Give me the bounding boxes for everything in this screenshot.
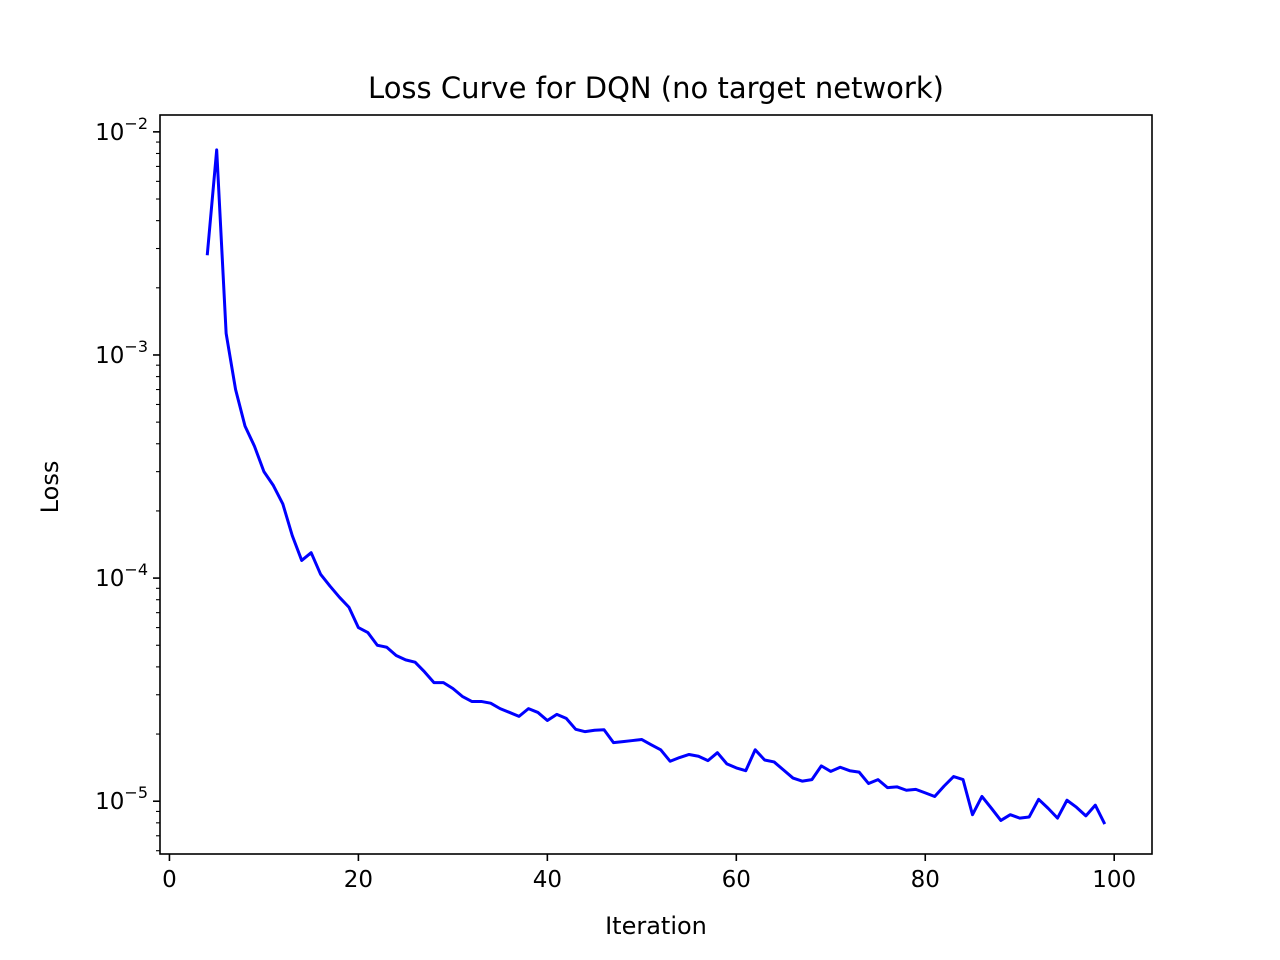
x-axis: 0 20 40 60 80 100 [162, 854, 1136, 893]
x-axis-label: Iteration [605, 912, 707, 940]
plot-area [205, 148, 1107, 825]
x-tick-label: 0 [162, 867, 177, 893]
x-tick-label: 100 [1092, 867, 1136, 893]
plot-frame [159, 114, 1153, 855]
x-tick-label: 80 [911, 867, 940, 893]
y-tick-label: 10−5 [95, 783, 148, 815]
x-tick-label: 60 [722, 867, 751, 893]
y-axis-label: Loss [36, 461, 64, 514]
y-tick-label: 10−3 [95, 337, 148, 369]
x-tick-label: 40 [533, 867, 562, 893]
loss-series-line [205, 148, 1107, 825]
chart-title: Loss Curve for DQN (no target network) [368, 71, 944, 105]
y-tick-label: 10−4 [95, 560, 148, 592]
y-axis: 10−2 10−3 10−4 10−5 [95, 114, 160, 852]
x-tick-label: 20 [344, 867, 373, 893]
y-tick-label: 10−2 [95, 114, 148, 146]
